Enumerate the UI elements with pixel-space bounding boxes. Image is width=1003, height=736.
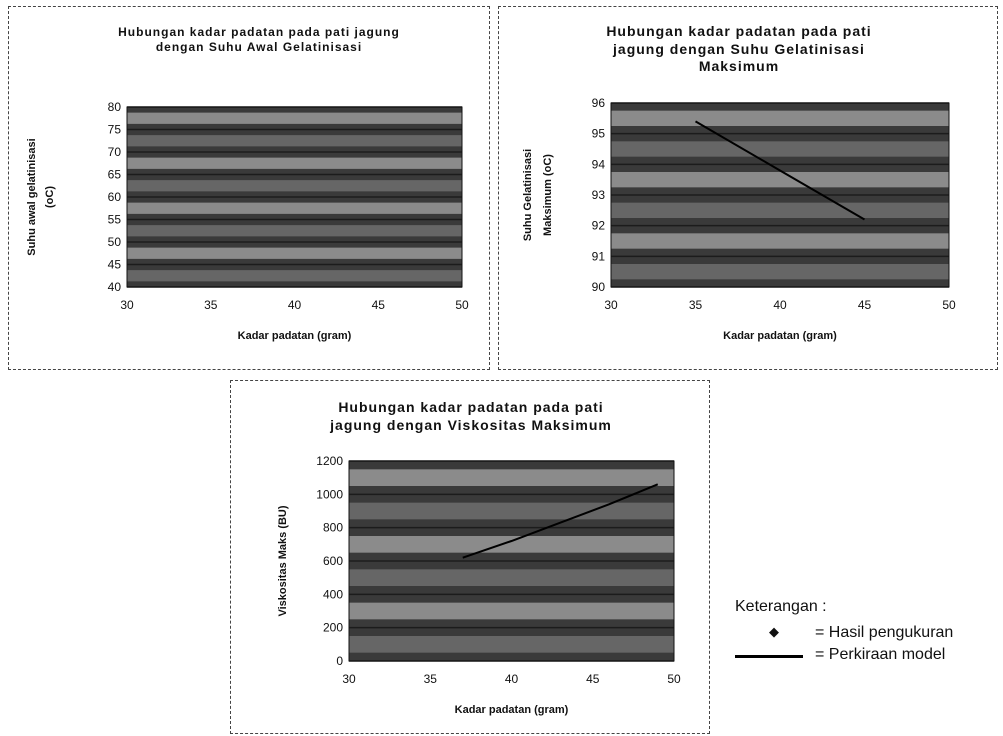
plot-band <box>127 270 462 282</box>
x-tick-label: 40 <box>288 298 302 312</box>
x-tick-label: 40 <box>773 298 787 312</box>
diamond-icon: ◆ <box>769 624 779 639</box>
y-tick-label: 1000 <box>316 487 343 501</box>
y-tick-label: 600 <box>323 554 343 568</box>
model-line <box>462 483 659 559</box>
plot-band <box>349 602 674 620</box>
y-tick-label: 0 <box>336 654 343 668</box>
plot-band <box>611 172 949 188</box>
x-tick-label: 30 <box>120 298 134 312</box>
chart-svg: 90 91 92 93 94 95 96 30 35 40 45 50 Kadar padatan (g… <box>522 96 956 342</box>
x-tick-label: 35 <box>424 672 438 686</box>
y-tick-label: 65 <box>108 168 122 182</box>
chart-title-line-2: jagung dengan Viskositas Maksimum <box>330 416 612 433</box>
x-axis-label: Kadar padatan (gram) <box>723 330 837 342</box>
plot-band <box>349 536 674 553</box>
plot-band <box>127 157 462 169</box>
y-tick-label: 95 <box>592 127 606 141</box>
plot-band <box>611 264 949 280</box>
y-axis-label: Suhu awal gelatinisasi <box>26 138 38 255</box>
plot-band <box>611 202 949 218</box>
chart-panel-suhu-maksimum: Hubungan kadar padatan pada pati jagung … <box>498 6 998 370</box>
plot-border <box>126 106 463 288</box>
y-axis-label: (oC) <box>44 186 56 208</box>
y-axis-label: Suhu Gelatinisasi <box>522 149 534 241</box>
y-tick-label: 75 <box>108 123 122 137</box>
x-tick-label: 35 <box>689 298 703 312</box>
x-axis-label: Kadar padatan (gram) <box>455 704 569 716</box>
x-tick-label: 45 <box>858 298 872 312</box>
chart-title-line-2: dengan Suhu Awal Gelatinisasi <box>155 40 363 54</box>
y-tick-label: 80 <box>108 100 122 114</box>
chart-title-line-1: Hubungan kadar padatan pada pati <box>338 399 604 415</box>
y-tick-label: 1200 <box>316 454 343 468</box>
plot-band <box>611 233 949 249</box>
legend-item-label: = Perkiraan model <box>815 646 946 663</box>
y-tick-label: 93 <box>592 188 606 202</box>
x-tick-label: 40 <box>505 672 519 686</box>
plot-band <box>127 135 462 147</box>
plot-band <box>611 110 949 126</box>
y-tick-label: 90 <box>592 280 606 294</box>
y-tick-label: 96 <box>592 96 606 110</box>
legend-item-label: = Hasil pengukuran <box>815 624 954 641</box>
chart-title: Hubungan kadar padatan pada pati jagung … <box>261 399 681 434</box>
y-axis-label: Maksimum (oC) <box>542 154 554 236</box>
y-tick-label: 60 <box>108 190 122 204</box>
plot-band <box>349 502 674 520</box>
y-tick-label: 55 <box>108 213 122 227</box>
plot-band <box>127 112 462 124</box>
plot-band <box>611 141 949 157</box>
x-tick-label: 50 <box>942 298 956 312</box>
legend-item-measurement: ◆ = Hasil pengukuran <box>735 624 1000 646</box>
y-tick-label: 400 <box>323 587 343 601</box>
model-line <box>694 120 866 221</box>
plot-band <box>349 636 674 653</box>
chart-panel-viskositas: Hubungan kadar padatan pada pati jagung … <box>230 380 710 734</box>
y-tick-label: 94 <box>592 157 606 171</box>
plot-band <box>127 247 462 259</box>
y-tick-label: 40 <box>108 280 122 294</box>
x-tick-label: 45 <box>586 672 600 686</box>
x-tick-label: 30 <box>342 672 356 686</box>
legend-item-model: = Perkiraan model <box>735 646 1000 668</box>
plot-band <box>127 225 462 237</box>
y-tick-label: 91 <box>592 249 606 263</box>
y-tick-label: 92 <box>592 219 606 233</box>
legend: Keterangan : ◆ = Hasil pengukuran = Perk… <box>735 590 1000 670</box>
chart-panel-suhu-awal: Hubungan kadar padatan pada pati jagung … <box>8 6 490 370</box>
chart-svg: 0 200 400 600 800 1000 1200 30 35 40 45 50 Kadar pad… <box>277 454 681 716</box>
chart-title: Hubungan kadar padatan pada pati jagung … <box>529 23 949 76</box>
plot-band <box>127 180 462 192</box>
x-tick-label: 50 <box>667 672 681 686</box>
plot-band <box>349 469 674 486</box>
y-tick-label: 200 <box>323 621 343 635</box>
legend-heading: Keterangan : <box>735 598 827 615</box>
x-tick-label: 50 <box>455 298 469 312</box>
chart-svg: 40 45 50 55 60 65 70 75 80 30 35 40 45 50 Kadar padata… <box>26 100 469 342</box>
plot-band <box>349 569 674 586</box>
y-tick-label: 70 <box>108 145 122 159</box>
plot-border <box>610 102 950 288</box>
y-tick-label: 45 <box>108 258 122 272</box>
x-tick-label: 45 <box>372 298 386 312</box>
x-tick-label: 35 <box>204 298 218 312</box>
chart-title-line-2: jagung dengan Suhu Gelatinisasi <box>613 40 865 57</box>
plot-border <box>348 460 675 662</box>
y-tick-label: 800 <box>323 521 343 535</box>
chart-title: Hubungan kadar padatan pada pati jagung … <box>49 25 469 55</box>
chart-title-line-1: Hubungan kadar padatan pada pati <box>606 23 872 39</box>
y-axis-label: Viskositas Maks (BU) <box>277 505 289 616</box>
plot-band <box>127 202 462 214</box>
chart-title-line-3: Maksimum <box>698 58 780 74</box>
line-icon <box>735 655 803 658</box>
x-axis-label: Kadar padatan (gram) <box>238 330 352 342</box>
y-tick-label: 50 <box>108 235 122 249</box>
chart-title-line-1: Hubungan kadar padatan pada pati jagung <box>118 25 400 39</box>
x-tick-label: 30 <box>604 298 618 312</box>
